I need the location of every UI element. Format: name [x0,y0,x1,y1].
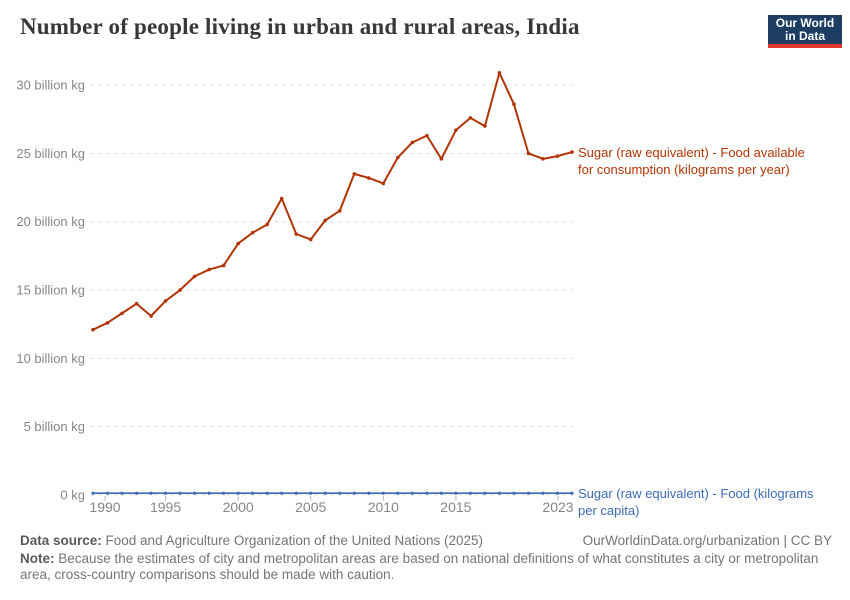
svg-text:1990: 1990 [89,499,120,515]
owid-logo[interactable]: Our World in Data [768,15,842,48]
owid-logo-line1: Our World [775,16,835,30]
owid-logo-line2: in Data [784,29,825,43]
x-axis-labels: 1990 1995 2000 2005 2010 2015 2023 [89,499,573,515]
svg-text:30 billion kg: 30 billion kg [16,78,85,93]
svg-text:1995: 1995 [150,499,181,515]
data-source-value: Food and Agriculture Organization of the… [101,533,484,548]
svg-text:20 billion kg: 20 billion kg [16,214,85,229]
series-food-total [91,70,574,332]
svg-text:2010: 2010 [368,499,399,515]
series-label-per-capita-line1: Sugar (raw equivalent) - Food (kilograms [578,486,814,501]
svg-text:2000: 2000 [223,499,254,515]
svg-text:25 billion kg: 25 billion kg [16,146,85,161]
series-label-food-total-line2: for consumption (kilograms per year) [578,161,790,177]
svg-text:15 billion kg: 15 billion kg [16,283,85,298]
svg-text:5 billion kg: 5 billion kg [24,419,85,434]
owid-url-link[interactable]: OurWorldinData.org/urbanization | CC BY [582,533,832,548]
y-gridlines [90,84,573,496]
svg-text:2023: 2023 [542,499,573,515]
footer-source-row: Data source: Food and Agriculture Organi… [20,533,832,549]
series-label-per-capita: Sugar (raw equivalent) - Food (kilograms… [578,486,818,519]
svg-text:2015: 2015 [440,499,471,515]
data-source-text: Data source: Food and Agriculture Organi… [20,533,483,549]
y-axis-labels: 0 kg 5 billion kg 10 billion kg 15 billion … [16,78,85,503]
series-label-per-capita-line2: per capita) [578,502,640,518]
svg-text:10 billion kg: 10 billion kg [16,351,85,366]
footer-note: Note: Because the estimates of city and … [20,551,834,582]
note-text: Because the estimates of city and metrop… [20,551,819,582]
series-label-food-total: Sugar (raw equivalent) - Food available … [578,145,818,178]
chart-title: Number of people living in urban and rur… [20,14,580,39]
note-label: Note: [20,551,55,566]
x-axis-ticks [104,496,559,501]
line-chart-plot-area: 0 kg 5 billion kg 10 billion kg 15 billion … [16,70,574,515]
data-source-label: Data source: [20,533,102,548]
series-food-per-capita [91,491,574,495]
svg-text:2005: 2005 [295,499,326,515]
series-label-food-total-line1: Sugar (raw equivalent) - Food available [578,145,805,160]
svg-text:0 kg: 0 kg [60,488,85,503]
